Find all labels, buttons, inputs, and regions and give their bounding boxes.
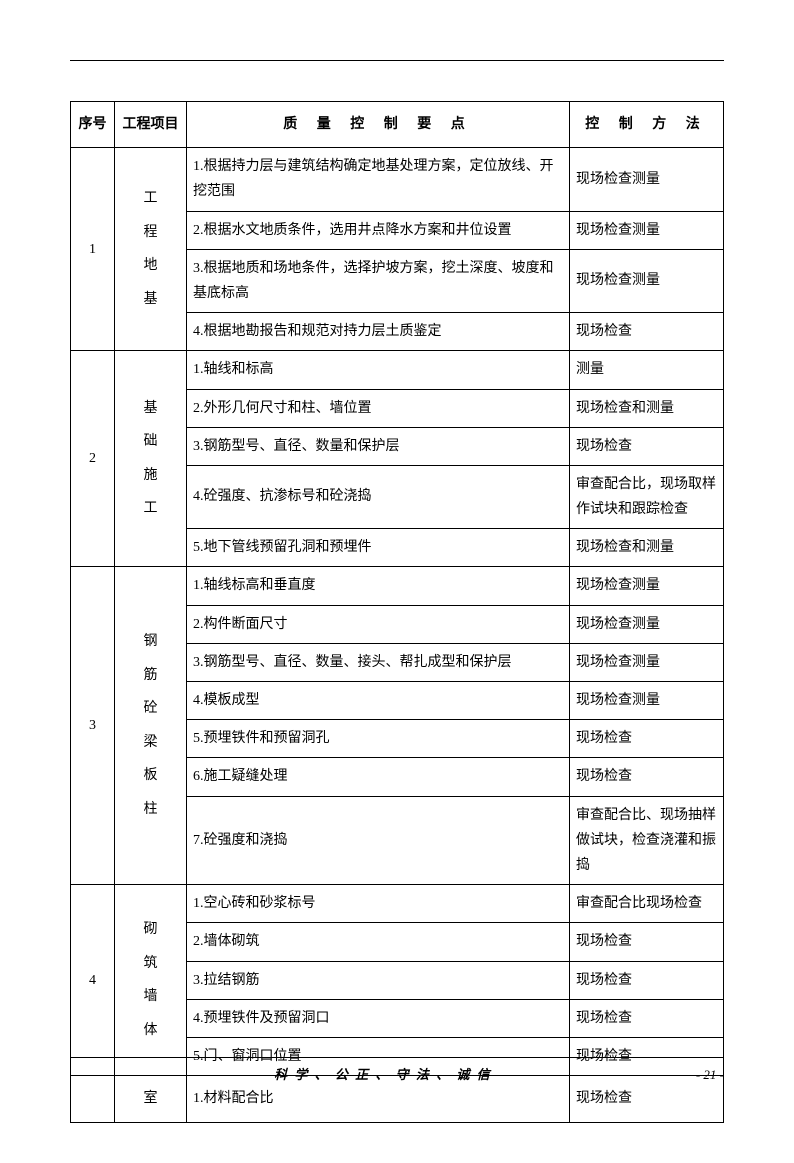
cell-point: 1.根据持力层与建筑结构确定地基处理方案，定位放线、开挖范围 xyxy=(187,148,570,211)
cell-point: 2.墙体砌筑 xyxy=(187,923,570,961)
cell-point: 3.钢筋型号、直径、数量、接头、帮扎成型和保护层 xyxy=(187,643,570,681)
cell-point: 7.砼强度和浇捣 xyxy=(187,796,570,885)
cell-method: 现场检查测量 xyxy=(570,148,724,211)
cell-method: 现场检查 xyxy=(570,720,724,758)
top-rule xyxy=(70,60,724,61)
cell-point: 1.空心砖和砂浆标号 xyxy=(187,885,570,923)
page-footer: 科 学 、 公 正 、 守 法 、 诚 信 - 21 - xyxy=(70,1057,724,1083)
header-points: 质 量 控 制 要 点 xyxy=(187,102,570,148)
cell-point: 2.构件断面尺寸 xyxy=(187,605,570,643)
header-num: 序号 xyxy=(71,102,115,148)
table-header-row: 序号 工程项目 质 量 控 制 要 点 控 制 方 法 xyxy=(71,102,724,148)
cell-point: 4.预埋铁件及预留洞口 xyxy=(187,999,570,1037)
cell-method: 测量 xyxy=(570,351,724,389)
table-row: 3钢筋砼梁板柱1.轴线标高和垂直度现场检查测量 xyxy=(71,567,724,605)
quality-control-table: 序号 工程项目 质 量 控 制 要 点 控 制 方 法 1工程地基1.根据持力层… xyxy=(70,101,724,1123)
cell-project: 工程地基 xyxy=(115,148,187,351)
cell-project: 基础施工 xyxy=(115,351,187,567)
cell-point: 6.施工疑缝处理 xyxy=(187,758,570,796)
footer-rule xyxy=(70,1057,724,1058)
cell-point: 3.拉结钢筋 xyxy=(187,961,570,999)
cell-method: 现场检查和测量 xyxy=(570,529,724,567)
cell-point: 5.预埋铁件和预留洞孔 xyxy=(187,720,570,758)
table-row: 2基础施工1.轴线和标高测量 xyxy=(71,351,724,389)
cell-point: 1.轴线标高和垂直度 xyxy=(187,567,570,605)
cell-method: 现场检查测量 xyxy=(570,643,724,681)
table-row: 4砌筑墙体1.空心砖和砂浆标号审查配合比现场检查 xyxy=(71,885,724,923)
cell-project: 砌筑墙体 xyxy=(115,885,187,1076)
footer-page-number: - 21 - xyxy=(696,1067,724,1083)
cell-method: 现场检查测量 xyxy=(570,567,724,605)
cell-point: 3.钢筋型号、直径、数量和保护层 xyxy=(187,427,570,465)
cell-num: 2 xyxy=(71,351,115,567)
cell-point: 4.砼强度、抗渗标号和砼浇捣 xyxy=(187,465,570,528)
cell-method: 现场检查 xyxy=(570,313,724,351)
header-method: 控 制 方 法 xyxy=(570,102,724,148)
cell-method: 现场检查 xyxy=(570,961,724,999)
cell-method: 现场检查测量 xyxy=(570,249,724,312)
cell-point: 4.模板成型 xyxy=(187,682,570,720)
cell-method: 现场检查 xyxy=(570,923,724,961)
cell-method: 现场检查 xyxy=(570,999,724,1037)
cell-method: 现场检查测量 xyxy=(570,211,724,249)
footer-motto: 科 学 、 公 正 、 守 法 、 诚 信 xyxy=(274,1064,492,1083)
cell-method: 现场检查测量 xyxy=(570,605,724,643)
cell-point: 3.根据地质和场地条件，选择护坡方案，挖土深度、坡度和基底标高 xyxy=(187,249,570,312)
cell-method: 现场检查和测量 xyxy=(570,389,724,427)
cell-method: 审查配合比现场检查 xyxy=(570,885,724,923)
cell-point: 2.外形几何尺寸和柱、墙位置 xyxy=(187,389,570,427)
cell-num: 3 xyxy=(71,567,115,885)
header-project: 工程项目 xyxy=(115,102,187,148)
cell-point: 4.根据地勘报告和规范对持力层土质鉴定 xyxy=(187,313,570,351)
cell-num: 1 xyxy=(71,148,115,351)
cell-point: 5.地下管线预留孔洞和预埋件 xyxy=(187,529,570,567)
cell-method: 审查配合比，现场取样作试块和跟踪检查 xyxy=(570,465,724,528)
cell-method: 现场检查测量 xyxy=(570,682,724,720)
cell-method: 现场检查 xyxy=(570,427,724,465)
cell-point: 2.根据水文地质条件，选用井点降水方案和井位设置 xyxy=(187,211,570,249)
cell-method: 现场检查 xyxy=(570,758,724,796)
table-row: 1工程地基1.根据持力层与建筑结构确定地基处理方案，定位放线、开挖范围现场检查测… xyxy=(71,148,724,211)
cell-num: 4 xyxy=(71,885,115,1076)
cell-method: 审查配合比、现场抽样做试块，检查浇灌和振捣 xyxy=(570,796,724,885)
cell-project: 钢筋砼梁板柱 xyxy=(115,567,187,885)
cell-point: 1.轴线和标高 xyxy=(187,351,570,389)
